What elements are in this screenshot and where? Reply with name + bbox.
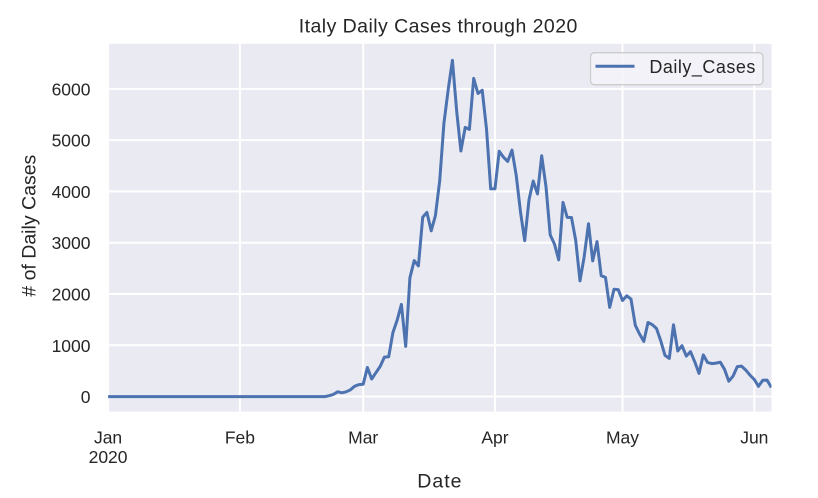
svg-text:2000: 2000	[52, 285, 91, 305]
svg-text:4000: 4000	[52, 182, 91, 202]
svg-text:Mar: Mar	[348, 427, 378, 447]
svg-text:0: 0	[81, 387, 91, 407]
svg-text:Jun: Jun	[740, 427, 768, 447]
svg-text:6000: 6000	[52, 79, 91, 99]
svg-text:# of Daily Cases: # of Daily Cases	[18, 154, 40, 296]
svg-text:Italy Daily Cases through 2020: Italy Daily Cases through 2020	[299, 15, 578, 37]
svg-text:3000: 3000	[52, 233, 91, 253]
svg-text:2020: 2020	[89, 447, 128, 467]
svg-text:Feb: Feb	[225, 427, 255, 447]
svg-text:Daily_Cases: Daily_Cases	[649, 57, 756, 78]
svg-text:Jan: Jan	[94, 427, 122, 447]
svg-text:May: May	[606, 427, 639, 447]
svg-text:1000: 1000	[52, 336, 91, 356]
svg-text:5000: 5000	[52, 131, 91, 151]
svg-text:Date: Date	[417, 471, 462, 493]
svg-text:Apr: Apr	[481, 427, 508, 447]
